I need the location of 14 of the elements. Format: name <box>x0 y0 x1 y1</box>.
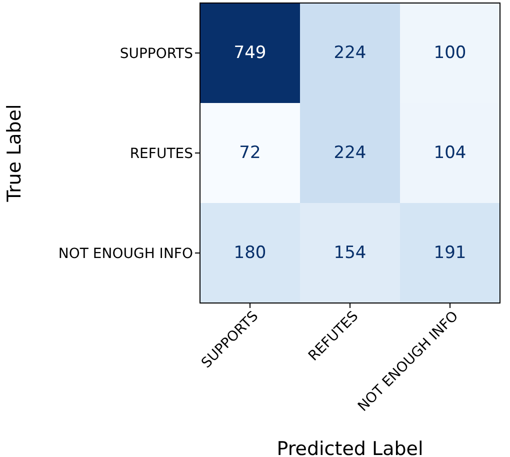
y-tick-label: REFUTES <box>130 146 194 162</box>
y-axis-title: True Label <box>4 104 26 203</box>
data-label: 100 <box>434 43 466 63</box>
data-label: 191 <box>434 243 466 263</box>
data-label: 224 <box>334 43 366 63</box>
data-label: 749 <box>234 43 266 63</box>
data-label: 154 <box>334 243 366 263</box>
data-label: 72 <box>239 143 261 163</box>
y-tick-label: NOT ENOUGH INFO <box>58 246 193 262</box>
data-label: 104 <box>434 143 466 163</box>
data-label: 180 <box>234 243 266 263</box>
y-tick-label: SUPPORTS <box>120 46 194 62</box>
data-label: 224 <box>334 143 366 163</box>
x-axis-title: Predicted Label <box>276 438 424 457</box>
